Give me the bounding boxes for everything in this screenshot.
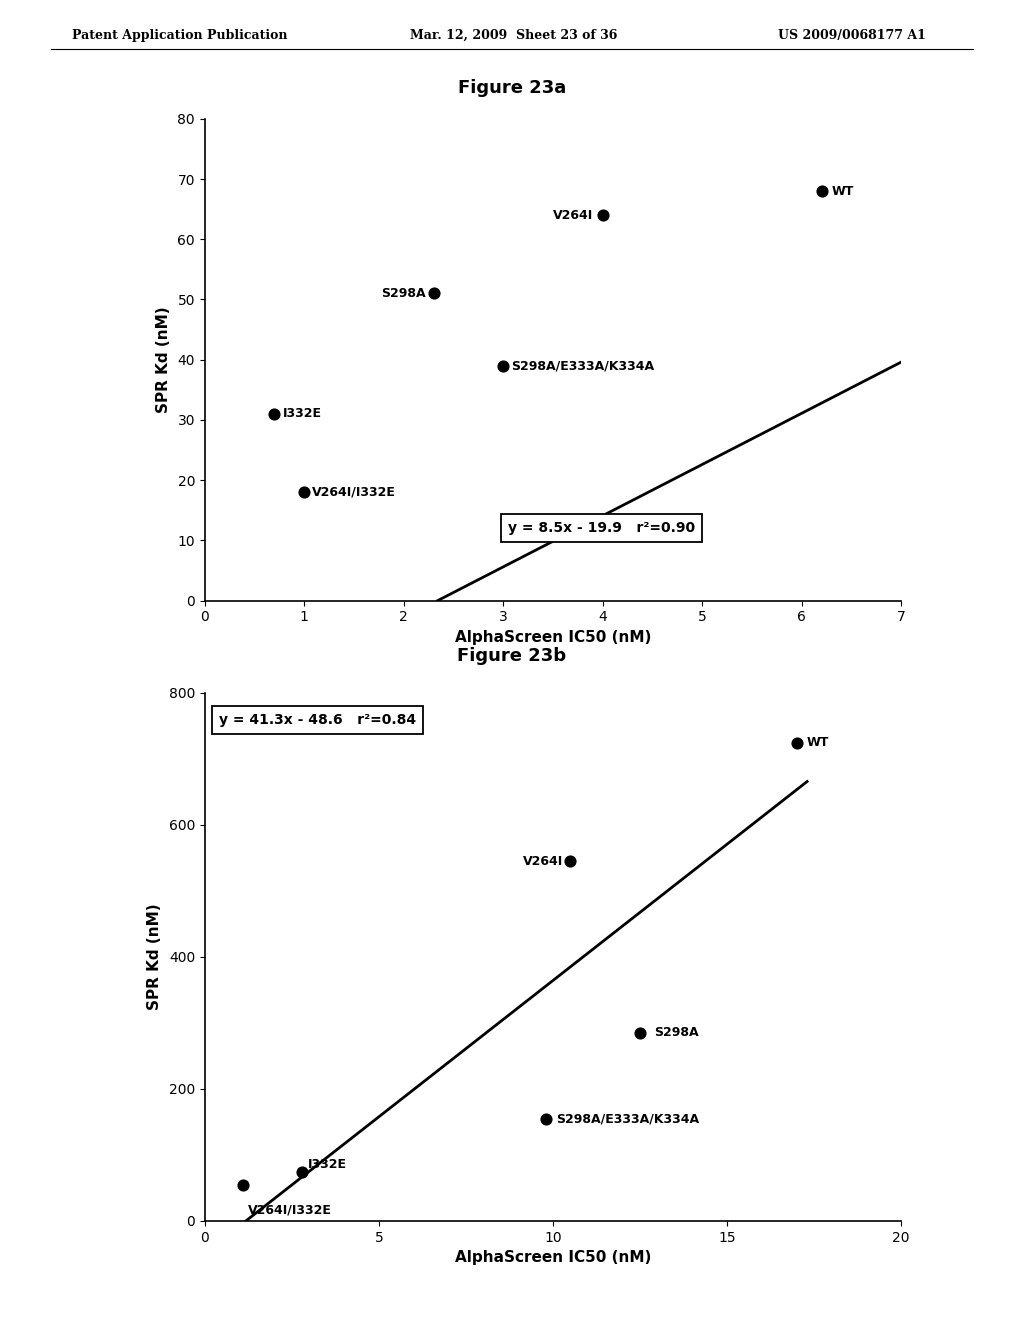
Point [425,282,441,304]
X-axis label: AlphaScreen IC50 (nM): AlphaScreen IC50 (nM) [455,1250,651,1266]
Point [595,205,611,226]
Text: Figure 23b: Figure 23b [458,647,566,665]
Point [632,1022,648,1043]
Y-axis label: SPR Kd (nM): SPR Kd (nM) [156,306,171,413]
Point [813,181,829,202]
Text: S298A/E333A/K334A: S298A/E333A/K334A [511,359,654,372]
Point [788,731,805,752]
Text: V264I: V264I [523,855,563,867]
Point [266,404,283,425]
Text: V264I: V264I [553,209,593,222]
Text: I332E: I332E [283,408,322,420]
Text: S298A: S298A [381,286,426,300]
Text: Mar. 12, 2009  Sheet 23 of 36: Mar. 12, 2009 Sheet 23 of 36 [410,29,617,42]
Text: Patent Application Publication: Patent Application Publication [72,29,287,42]
Text: WT: WT [807,737,829,748]
Text: V264I/I332E: V264I/I332E [312,486,396,499]
Point [538,1109,554,1130]
Text: WT: WT [831,185,854,198]
Point [294,1162,310,1183]
Text: S298A: S298A [654,1027,698,1039]
Point [234,1175,251,1196]
Text: I332E: I332E [307,1159,346,1171]
Text: S298A/E333A/K334A: S298A/E333A/K334A [556,1113,699,1125]
Text: V264I/I332E: V264I/I332E [249,1204,332,1216]
Y-axis label: SPR Kd (nM): SPR Kd (nM) [146,904,162,1010]
Point [495,355,511,376]
Text: y = 8.5x - 19.9   r²=0.90: y = 8.5x - 19.9 r²=0.90 [508,521,695,536]
Text: US 2009/0068177 A1: US 2009/0068177 A1 [778,29,926,42]
Text: y = 41.3x - 48.6   r²=0.84: y = 41.3x - 48.6 r²=0.84 [219,713,416,727]
Point [296,482,312,503]
X-axis label: AlphaScreen IC50 (nM): AlphaScreen IC50 (nM) [455,630,651,645]
Text: Figure 23a: Figure 23a [458,79,566,98]
Point [562,851,579,873]
